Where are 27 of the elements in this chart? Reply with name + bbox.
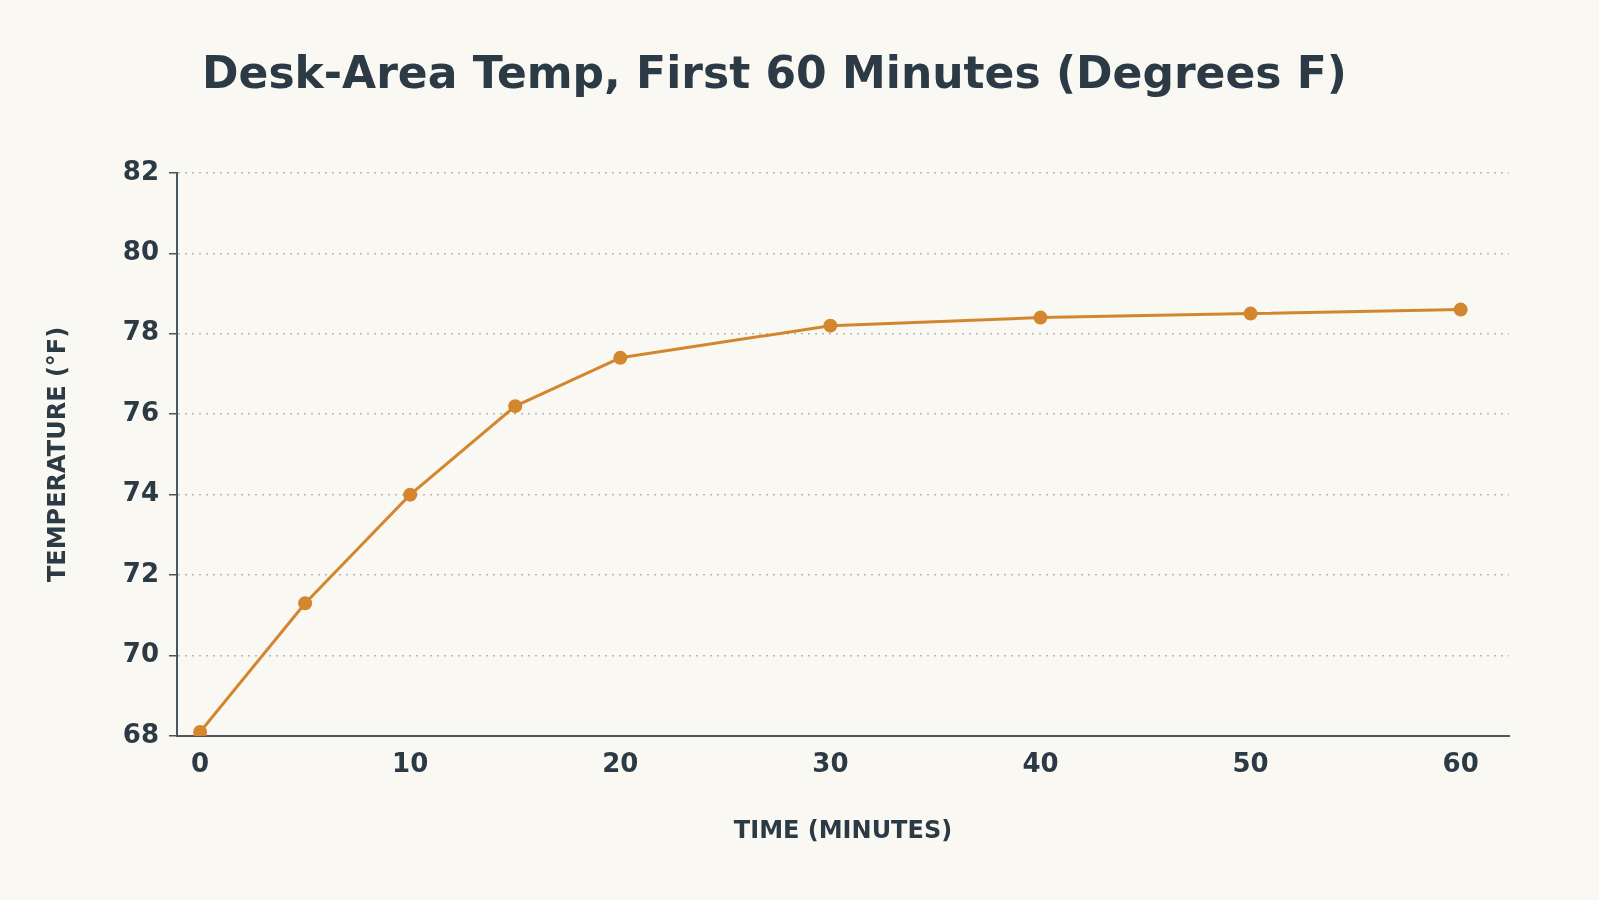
- point: [823, 318, 838, 333]
- y-tick-label: 74: [122, 477, 159, 508]
- x-tick-label: 20: [602, 748, 639, 779]
- point: [613, 350, 628, 365]
- point: [403, 487, 418, 502]
- x-tick-label: 0: [191, 748, 210, 779]
- y-tick-label: 68: [122, 718, 159, 749]
- y-tick-label: 72: [122, 557, 159, 588]
- x-tick-label: 40: [1022, 748, 1059, 779]
- chart-title: Desk-Area Temp, First 60 Minutes (Degrees F): [202, 46, 1347, 98]
- y-tick-label: 82: [122, 155, 159, 186]
- y-axis-title: TEMPERATURE (°F): [42, 326, 71, 583]
- point: [508, 399, 523, 414]
- x-tick-label: 50: [1232, 748, 1269, 779]
- x-tick-label: 30: [812, 748, 849, 779]
- point: [1243, 306, 1258, 321]
- y-tick-label: 80: [122, 236, 159, 267]
- x-axis-title: TIME (MINUTES): [733, 815, 953, 844]
- point: [1033, 310, 1048, 325]
- point: [298, 596, 313, 611]
- y-tick-label: 76: [122, 396, 159, 427]
- x-tick-label: 10: [392, 748, 429, 779]
- point: [193, 724, 208, 736]
- x-tick-label: 60: [1442, 748, 1479, 779]
- point: [1453, 302, 1468, 317]
- y-tick-label: 70: [122, 638, 159, 669]
- y-tick-label: 78: [122, 316, 159, 347]
